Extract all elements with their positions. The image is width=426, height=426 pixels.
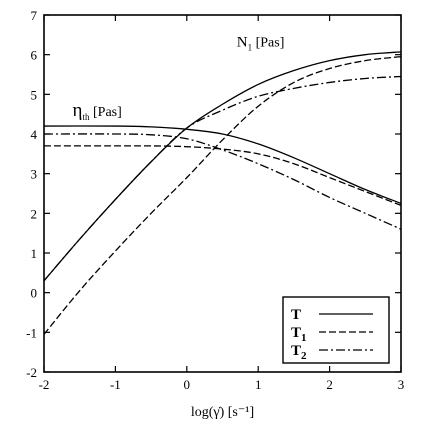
y-tick-label: 4 [31,127,38,142]
x-axis-label: log(γ̇) [s⁻¹] [191,405,254,420]
series-eta_th-t [43,125,402,205]
legend-box [282,296,390,364]
y-tick-label: 7 [31,8,38,23]
plot-frame [43,14,402,373]
legend-label: T1 [291,325,307,344]
x-tick-label: 1 [255,377,262,392]
series-eta_th-t1 [43,145,402,207]
series-layer [43,51,402,335]
y-tick-label: -2 [26,365,37,380]
legend-label: T2 [291,343,307,362]
y-tick-label: 6 [31,48,38,63]
annotation-label: N1 [Pas] [237,35,285,53]
y-tick-label: 5 [31,87,38,102]
x-tick-label: -2 [39,377,50,392]
x-tick-label: 2 [326,377,333,392]
series-eta_th-t2 [43,133,402,230]
y-tick-label: 0 [31,286,38,301]
y-tick-label: 1 [31,246,38,261]
series-N1-t1 [43,56,402,335]
x-tick-label: 3 [398,377,405,392]
y-tick-label: -1 [26,325,37,340]
series-N1-t2 [43,75,402,282]
annotation-label: ηth [Pas] [73,100,122,122]
y-tick-label: 2 [31,206,38,221]
x-tick-label: -1 [110,377,121,392]
x-tick-label: 0 [184,377,191,392]
y-tick-label: 3 [31,167,38,182]
curve-annotations: ηth [Pas] N1 [Pas] [73,35,285,122]
series-N1-t [43,51,402,282]
legend-label: T [291,307,301,323]
